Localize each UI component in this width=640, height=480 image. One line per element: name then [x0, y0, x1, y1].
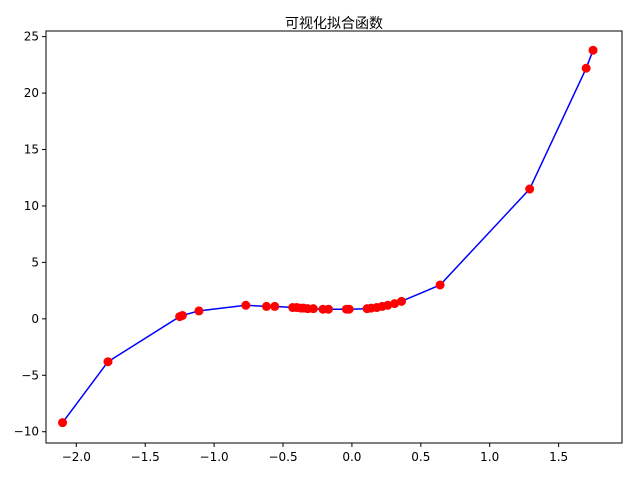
x-tick-label: −1.0: [200, 450, 229, 464]
y-tick-label: 20: [24, 86, 39, 100]
plot-area-frame: [45, 30, 623, 444]
x-tick-label: 0.5: [411, 450, 430, 464]
data-point: [323, 304, 333, 314]
data-point: [525, 184, 535, 194]
data-point: [308, 304, 318, 314]
x-tick-label: −1.5: [131, 450, 160, 464]
x-axis: −2.0 −1.5 −1.0 −0.5 0.0 0.5 1.0 1.5: [62, 443, 568, 464]
data-point: [397, 296, 407, 306]
x-tick-label: 0.0: [342, 450, 361, 464]
data-point: [194, 306, 204, 316]
y-tick-label: 10: [24, 199, 39, 213]
fit-line: [61, 49, 594, 424]
y-axis: −10 −5 0 5 10 15 20 25: [14, 30, 46, 439]
y-tick-label: 15: [24, 143, 39, 157]
x-tick-label: −2.0: [62, 450, 91, 464]
data-point: [581, 63, 591, 73]
y-tick-label: 0: [31, 312, 39, 326]
data-point: [241, 300, 251, 310]
data-point: [261, 301, 271, 311]
series-layer: [61, 49, 594, 424]
data-point: [383, 300, 393, 310]
data-point: [588, 45, 598, 55]
data-point: [344, 304, 354, 314]
chart-title: 可视化拟合函数: [285, 16, 383, 32]
data-point: [435, 280, 445, 290]
x-tick-label: 1.5: [549, 450, 568, 464]
x-tick-label: 1.0: [480, 450, 499, 464]
data-point: [103, 357, 113, 367]
y-tick-label: 5: [31, 255, 39, 269]
data-point: [58, 418, 68, 428]
data-point: [270, 301, 280, 311]
data-point: [390, 299, 400, 309]
y-tick-label: −5: [21, 368, 39, 382]
marker-layer: [58, 45, 598, 428]
y-tick-label: 25: [24, 30, 39, 44]
y-tick-label: −10: [14, 425, 39, 439]
x-tick-label: −0.5: [268, 450, 297, 464]
data-point: [177, 310, 187, 320]
